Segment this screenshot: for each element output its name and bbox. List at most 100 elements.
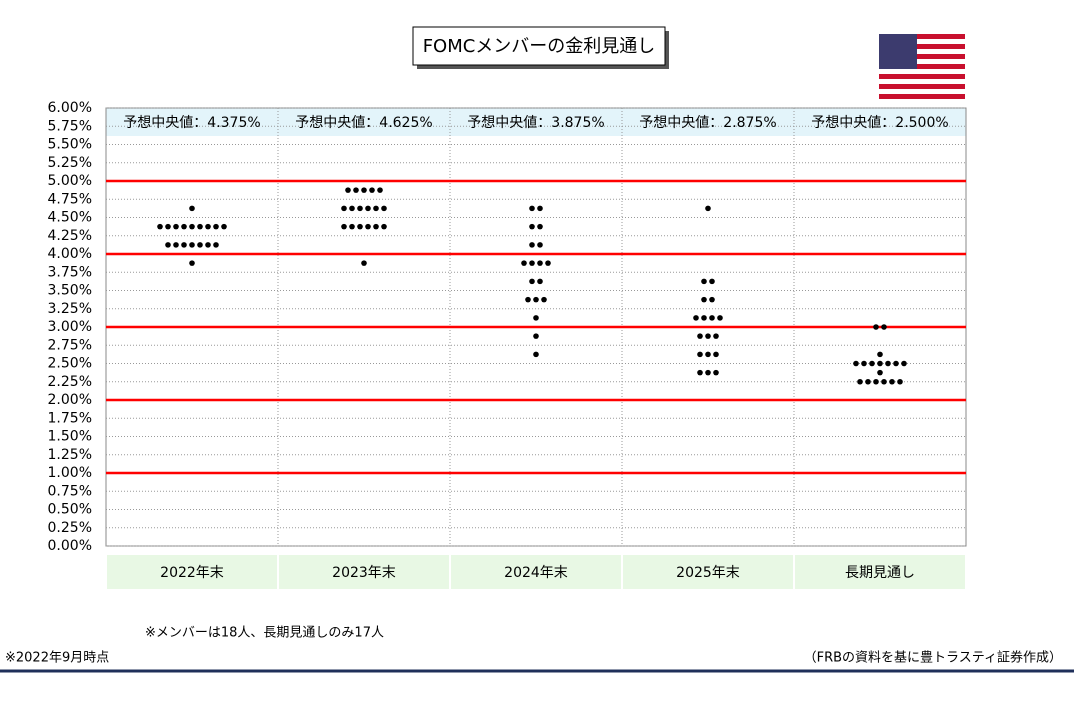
dot — [717, 315, 723, 321]
dot — [537, 278, 543, 285]
y-tick-label: 4.50% — [48, 210, 92, 226]
chart-title: FOMCメンバーの金利見通し — [423, 36, 656, 57]
dot — [189, 260, 195, 266]
y-tick-label: 5.00% — [48, 173, 92, 189]
note: ※2022年9月時点 — [5, 651, 109, 666]
dot — [341, 205, 347, 212]
dot — [873, 378, 879, 385]
median-label: 予想中央値：4.625% — [295, 115, 432, 131]
dot — [213, 223, 219, 230]
dot — [701, 315, 707, 321]
dot — [537, 223, 543, 230]
flag — [879, 34, 965, 100]
dot — [697, 351, 703, 358]
dot — [713, 369, 719, 376]
dot — [857, 378, 863, 385]
y-tick-label: 0.50% — [48, 502, 92, 518]
dot — [189, 242, 195, 248]
median-label: 予想中央値：4.375% — [123, 115, 260, 131]
dot — [349, 223, 355, 230]
y-tick-label: 0.25% — [48, 520, 92, 536]
dot — [349, 205, 355, 212]
dot — [861, 360, 867, 367]
x-tick-label: 2024年末 — [504, 565, 568, 581]
y-tick-label: 3.25% — [48, 301, 92, 317]
dot — [701, 278, 707, 285]
dot — [877, 360, 883, 367]
x-tick-label: 2025年末 — [676, 565, 740, 581]
dot — [705, 351, 711, 358]
dot — [897, 378, 903, 385]
y-tick-label: 1.00% — [48, 465, 92, 481]
median-label: 予想中央値：2.500% — [811, 115, 948, 131]
dot — [533, 333, 539, 339]
dot — [889, 378, 895, 385]
dot — [713, 333, 719, 339]
dot — [521, 260, 527, 266]
y-tick-label: 5.25% — [48, 155, 92, 171]
dot — [345, 187, 351, 193]
dot — [537, 260, 543, 266]
dot — [365, 223, 371, 230]
dot — [165, 223, 171, 230]
dot — [881, 378, 887, 385]
dot — [529, 223, 535, 230]
dot — [353, 187, 359, 193]
category-cell — [107, 555, 277, 589]
dot — [377, 187, 383, 193]
y-tick-label: 3.00% — [48, 319, 92, 335]
x-tick-label: 2022年末 — [160, 565, 224, 581]
dot — [357, 223, 363, 230]
dot — [881, 324, 887, 330]
dot — [705, 205, 711, 212]
median-band — [106, 108, 966, 136]
dot — [697, 333, 703, 339]
flag-canton — [879, 34, 917, 69]
y-tick-label: 4.25% — [48, 228, 92, 244]
dot — [197, 242, 203, 248]
dot — [529, 278, 535, 285]
dot — [189, 205, 195, 212]
dot — [173, 223, 179, 230]
dot — [365, 205, 371, 212]
dot — [701, 296, 707, 303]
y-tick-label: 2.75% — [48, 337, 92, 353]
dot — [893, 360, 899, 367]
category-cell — [279, 555, 449, 589]
dot — [157, 223, 163, 230]
dot — [373, 205, 379, 212]
dot — [165, 242, 171, 248]
dot — [697, 369, 703, 376]
y-tick-label: 3.75% — [48, 264, 92, 280]
dot — [205, 223, 211, 230]
x-tick-label: 長期見通し — [845, 565, 915, 581]
y-tick-label: 2.50% — [48, 356, 92, 372]
flag-stripes — [879, 34, 965, 99]
y-tick-label: 6.00% — [48, 100, 92, 116]
dot — [529, 205, 535, 212]
y-tick-label: 1.50% — [48, 429, 92, 445]
y-tick-label: 1.75% — [48, 410, 92, 426]
y-tick-label: 2.25% — [48, 374, 92, 390]
dot — [381, 223, 387, 230]
dot — [537, 205, 543, 212]
dot — [705, 333, 711, 339]
dot — [853, 360, 859, 367]
dot — [533, 351, 539, 358]
dot — [885, 360, 891, 367]
dot — [341, 223, 347, 230]
median-label: 予想中央値：2.875% — [639, 115, 776, 131]
y-tick-label: 5.50% — [48, 137, 92, 153]
dot — [529, 242, 535, 248]
dot — [693, 315, 699, 321]
dot — [533, 315, 539, 321]
dot — [181, 223, 187, 230]
dot — [357, 205, 363, 212]
dot — [537, 242, 543, 248]
category-cell — [623, 555, 793, 589]
dot — [189, 223, 195, 230]
dot — [205, 242, 211, 248]
dot — [545, 260, 551, 266]
source: （FRBの資料を基に豊トラスティ証券作成） — [804, 650, 1062, 666]
dot — [369, 187, 375, 193]
